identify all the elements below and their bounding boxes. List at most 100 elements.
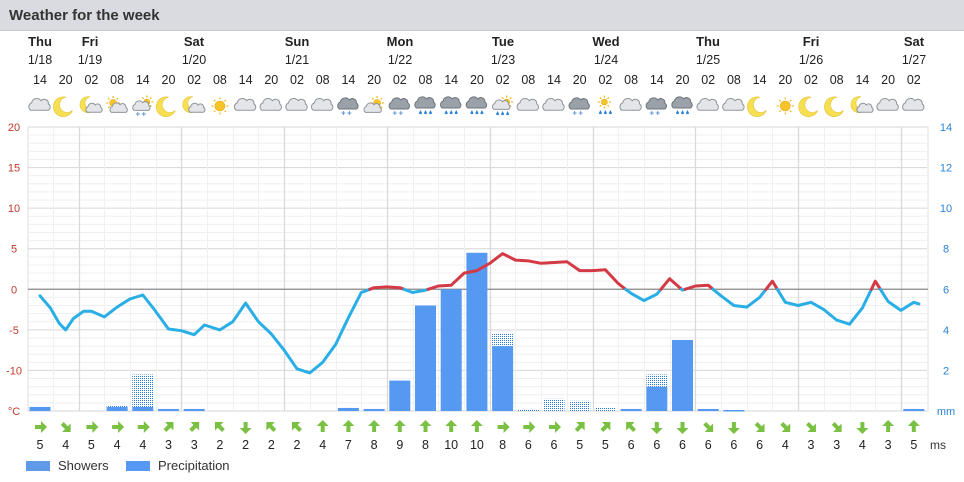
wind-speed-label: 6	[756, 438, 763, 452]
wind-speed-label: 6	[551, 438, 558, 452]
hour-label: 08	[624, 73, 638, 87]
precipitation-bar	[697, 408, 719, 411]
date-label: 1/27	[902, 53, 926, 67]
date-label: 1/24	[594, 53, 618, 67]
partly-cloudy-day-icon	[106, 96, 128, 113]
precipitation-bar	[723, 409, 745, 412]
temperature-segment-below-zero	[878, 287, 921, 312]
partly-cloudy-night-icon	[182, 96, 206, 114]
hour-label: 14	[444, 73, 458, 87]
wind-speed-label: 2	[216, 438, 223, 452]
hour-label: 14	[239, 73, 253, 87]
date-label: 1/19	[78, 53, 102, 67]
wind-speed-label: 2	[242, 438, 249, 452]
wind-speed-label: 8	[371, 438, 378, 452]
moon-icon	[53, 96, 73, 117]
wind-speed-label: 7	[345, 438, 352, 452]
shower-bar	[543, 398, 565, 411]
cloud-snow-icon	[568, 97, 590, 115]
temperature-segment-below-zero	[775, 287, 873, 326]
partly-cloudy-night-icon	[79, 96, 103, 114]
wind-speed-label: 6	[705, 438, 712, 452]
cloud-rain-icon	[465, 96, 488, 115]
temperature-tick-label: 20	[8, 122, 20, 134]
precipitation-bar	[106, 406, 128, 411]
precip-tick-label: 14	[940, 122, 952, 134]
date-label: 1/26	[799, 53, 823, 67]
temperature-segment-below-zero	[711, 287, 768, 309]
sun-cloud-icon	[363, 96, 385, 113]
wind-speed-label: 2	[268, 438, 275, 452]
shower-bar	[492, 333, 514, 347]
wind-speed-label: 3	[191, 438, 198, 452]
wind-speed-label: 6	[628, 438, 635, 452]
precipitation-bar	[415, 305, 436, 411]
wind-speed-label: 4	[859, 438, 866, 452]
temperature-tick-label: °C	[8, 406, 20, 418]
precip-tick-label: 10	[940, 203, 952, 215]
precipitation-bar	[492, 346, 514, 411]
temperature-tick-label: -10	[6, 365, 22, 377]
sun-rain-icon	[597, 95, 612, 115]
hour-label: 20	[676, 73, 690, 87]
temperature-tick-label: 10	[8, 203, 20, 215]
shower-bar	[132, 374, 154, 407]
cloud-icon	[902, 98, 925, 111]
precipitation-bar	[620, 408, 642, 411]
wind-arrow	[60, 422, 71, 432]
precipitation-bar	[646, 386, 668, 411]
cloud-icon	[285, 98, 308, 111]
precipitation-bar	[672, 340, 693, 411]
wind-arrow	[342, 420, 355, 432]
hour-label: 08	[521, 73, 535, 87]
shower-bar	[517, 408, 539, 411]
cloud-snow-icon	[645, 97, 667, 115]
wind-speed-label: 3	[808, 438, 815, 452]
shower-bar	[569, 400, 591, 411]
cloud-icon	[259, 98, 282, 111]
precip-tick-label: 8	[943, 244, 949, 256]
cloud-icon	[28, 98, 51, 111]
wind-speed-label: 4	[139, 438, 146, 452]
wind-row: 5 4 5 4 4 3 3 2 2 2 2 4 7 8 9 8 10 10 8 6 6 5 5 6 6 6 6 6 6 4 3 3 4 3 5 ms	[35, 420, 946, 452]
cloud-rain-snow-icon	[414, 96, 436, 115]
wind-arrow	[266, 422, 277, 432]
hour-label: 20	[367, 73, 381, 87]
day-label: Wed	[592, 34, 619, 49]
wind-arrow	[35, 421, 47, 433]
hour-label: 20	[470, 73, 484, 87]
hour-label: 02	[393, 73, 407, 87]
wind-speed-label: 3	[165, 438, 172, 452]
wind-speed-label: 5	[88, 438, 95, 452]
hour-label: 14	[753, 73, 767, 87]
hour-label: 14	[341, 73, 355, 87]
hour-label: 20	[162, 73, 176, 87]
legend-label-precipitation: Precipitation	[158, 458, 230, 473]
precipitation-bar	[440, 289, 462, 411]
cloud-icon	[696, 98, 719, 111]
wind-speed-label: 4	[319, 438, 326, 452]
cloud-rain-snow-icon	[671, 96, 693, 115]
precipitation-bar	[29, 406, 51, 411]
wind-arrow	[292, 422, 302, 432]
cloud-snow-icon	[388, 97, 410, 115]
page-header: Weather for the week	[0, 0, 964, 31]
hour-label: 02	[84, 73, 98, 87]
legend-label-showers: Showers	[58, 458, 109, 473]
temperature-segment-above-zero	[659, 277, 684, 291]
wind-arrow	[780, 422, 791, 432]
wind-arrow	[112, 421, 125, 433]
precipitation-bar	[903, 408, 925, 411]
cloud-icon	[516, 98, 539, 111]
date-label: 1/21	[285, 53, 309, 67]
temperature-segment-below-zero	[624, 287, 663, 303]
shower-bar	[594, 406, 616, 411]
precipitation-bar	[466, 252, 488, 411]
wind-arrow	[214, 422, 225, 432]
wind-speed-label: 4	[114, 438, 121, 452]
wind-speed-label: 5	[576, 438, 583, 452]
wind-speed-label: 2	[294, 438, 301, 452]
precipitation-swatch	[126, 461, 150, 471]
hour-label: 08	[830, 73, 844, 87]
day-label: Fri	[803, 34, 820, 49]
